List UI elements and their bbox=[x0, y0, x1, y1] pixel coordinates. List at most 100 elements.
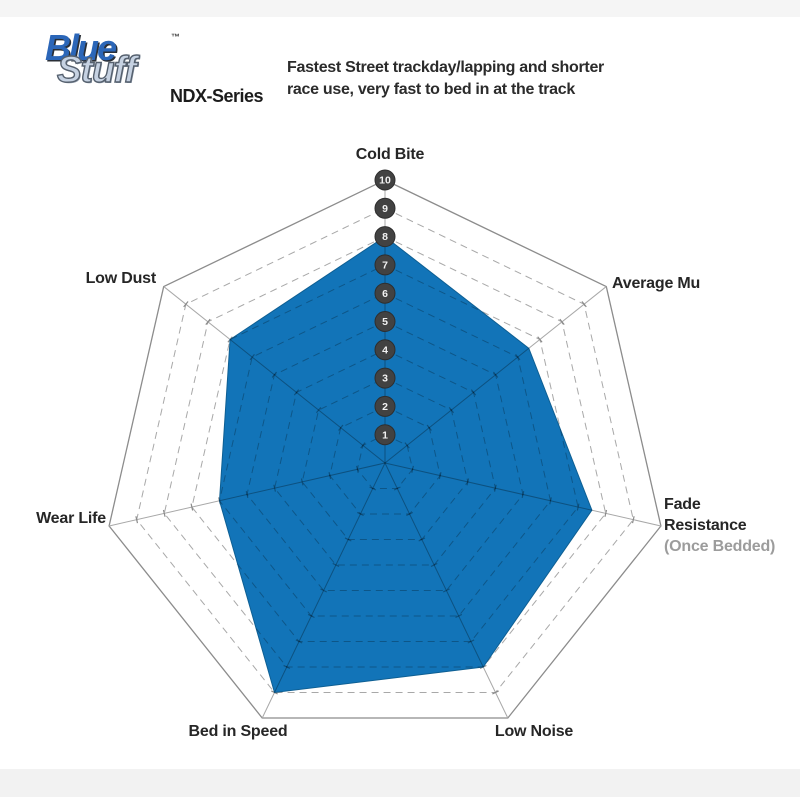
grid-ring bbox=[219, 292, 552, 617]
axis-tick bbox=[604, 509, 608, 517]
axis-tick bbox=[344, 537, 352, 542]
axis-tick bbox=[521, 490, 525, 499]
axis-tick bbox=[406, 511, 413, 517]
scale-badge bbox=[374, 169, 396, 191]
axis-tick bbox=[300, 478, 304, 486]
logo-word-stuff: Stuff bbox=[56, 49, 137, 90]
scale-badge-number: 4 bbox=[382, 344, 388, 356]
scale-badge bbox=[374, 226, 396, 248]
axis-tick bbox=[455, 613, 463, 619]
axis-tick bbox=[338, 424, 344, 431]
axis-tick bbox=[411, 465, 414, 473]
scale-badge bbox=[374, 197, 396, 219]
axis-tick bbox=[418, 537, 426, 542]
axis-tick bbox=[537, 336, 543, 343]
scale-badge-number: 10 bbox=[379, 175, 391, 187]
axis-tick bbox=[135, 516, 139, 524]
axis-tick bbox=[559, 318, 565, 325]
axis-label-fade-main: Fade Resistance bbox=[664, 496, 747, 534]
axis-tick bbox=[492, 690, 499, 695]
axis-tick bbox=[493, 484, 497, 492]
axis-tick bbox=[549, 497, 552, 505]
scale-badge bbox=[374, 367, 396, 389]
grid-ring bbox=[356, 434, 414, 489]
axis-line bbox=[384, 462, 592, 527]
axis-tick bbox=[492, 371, 499, 378]
axis-tick bbox=[205, 318, 211, 325]
grid-ring bbox=[329, 405, 441, 515]
axis-label-cold-bite: Cold Bite bbox=[355, 146, 425, 163]
scale-badge bbox=[374, 311, 396, 332]
axis-label-low-dust: Low Dust bbox=[85, 270, 157, 287]
scale-badge-number: 1 bbox=[382, 429, 388, 441]
axis-tick bbox=[249, 354, 255, 361]
grid-ring bbox=[136, 207, 634, 693]
axis-tick bbox=[467, 639, 475, 644]
axis-tick bbox=[293, 389, 300, 396]
grid-ring bbox=[301, 377, 469, 540]
scale-badge-number: 2 bbox=[382, 401, 388, 413]
axis-label-fade-resistance: Fade Resistance (Once Bedded) bbox=[664, 494, 776, 557]
axis-tick bbox=[283, 664, 291, 670]
scale-badge-number: 5 bbox=[382, 316, 388, 328]
axis-tick bbox=[245, 490, 249, 499]
description-line-2: race use, very fast to bed in at the tra… bbox=[287, 81, 575, 98]
scale-badge-number: 7 bbox=[382, 260, 388, 272]
axis-label-bed-in-speed: Bed in Speed bbox=[188, 723, 288, 740]
scale-badge bbox=[374, 395, 396, 417]
bluestuff-logo: Blue Stuff ™ bbox=[45, 30, 190, 110]
scale-badge-number: 8 bbox=[382, 231, 388, 243]
trademark-symbol: ™ bbox=[171, 32, 180, 42]
axis-tick bbox=[393, 486, 401, 491]
page-top-strip bbox=[0, 0, 800, 17]
axis-label-fade-sub: (Once Bedded) bbox=[664, 538, 776, 555]
axis-tick bbox=[315, 406, 322, 414]
axis-line bbox=[219, 462, 386, 527]
axis-tick bbox=[183, 301, 189, 308]
product-description: Fastest Street trackday/lapping and shor… bbox=[287, 57, 707, 101]
axis-tick bbox=[162, 509, 166, 517]
data-polygon bbox=[218, 235, 593, 694]
axis-tick bbox=[448, 406, 455, 414]
logo-word-blue: Blue bbox=[45, 27, 117, 68]
axis-tick bbox=[466, 478, 470, 486]
scale-badge bbox=[374, 339, 396, 361]
axis-tick bbox=[576, 503, 580, 511]
scale-badge bbox=[374, 254, 396, 276]
axis-line bbox=[261, 462, 386, 693]
axis-tick bbox=[438, 472, 442, 480]
description-line-1: Fastest Street trackday/lapping and shor… bbox=[287, 59, 604, 76]
axis-tick bbox=[295, 639, 303, 644]
grid-outer-ring bbox=[108, 179, 662, 719]
scale-badge bbox=[374, 282, 396, 304]
axis-tick bbox=[360, 442, 366, 449]
axis-tick bbox=[357, 511, 364, 517]
axis-tick bbox=[320, 588, 328, 593]
axis-tick bbox=[631, 516, 635, 524]
axis-label-wear-life: Wear Life bbox=[36, 510, 106, 527]
series-name: NDX-Series bbox=[170, 86, 264, 106]
axis-tick bbox=[581, 301, 587, 308]
axis-tick bbox=[273, 484, 277, 492]
grid-ring bbox=[274, 349, 496, 566]
axis-tick bbox=[271, 371, 278, 378]
axis-tick bbox=[356, 465, 359, 473]
scale-badge-number: 9 bbox=[382, 203, 388, 215]
axis-tick bbox=[442, 588, 450, 593]
scale-badges: 1 2 3 4 5 6 7 8 9 10 bbox=[374, 169, 396, 446]
axis-tick bbox=[470, 389, 477, 396]
scale-badge-number: 6 bbox=[382, 288, 388, 300]
axis-label-average-mu: Average Mu bbox=[612, 275, 701, 292]
axis-tick bbox=[369, 486, 377, 491]
axis-tick bbox=[332, 562, 340, 568]
axis-tick bbox=[404, 442, 410, 449]
axis-tick bbox=[328, 472, 332, 480]
scale-badge bbox=[374, 424, 396, 446]
page-bottom-strip bbox=[0, 769, 800, 797]
axis-line bbox=[219, 286, 386, 464]
scale-badge-number: 3 bbox=[382, 373, 388, 385]
axis-tick bbox=[190, 503, 194, 511]
axis-tick bbox=[430, 562, 438, 568]
axis-tick bbox=[307, 613, 315, 619]
